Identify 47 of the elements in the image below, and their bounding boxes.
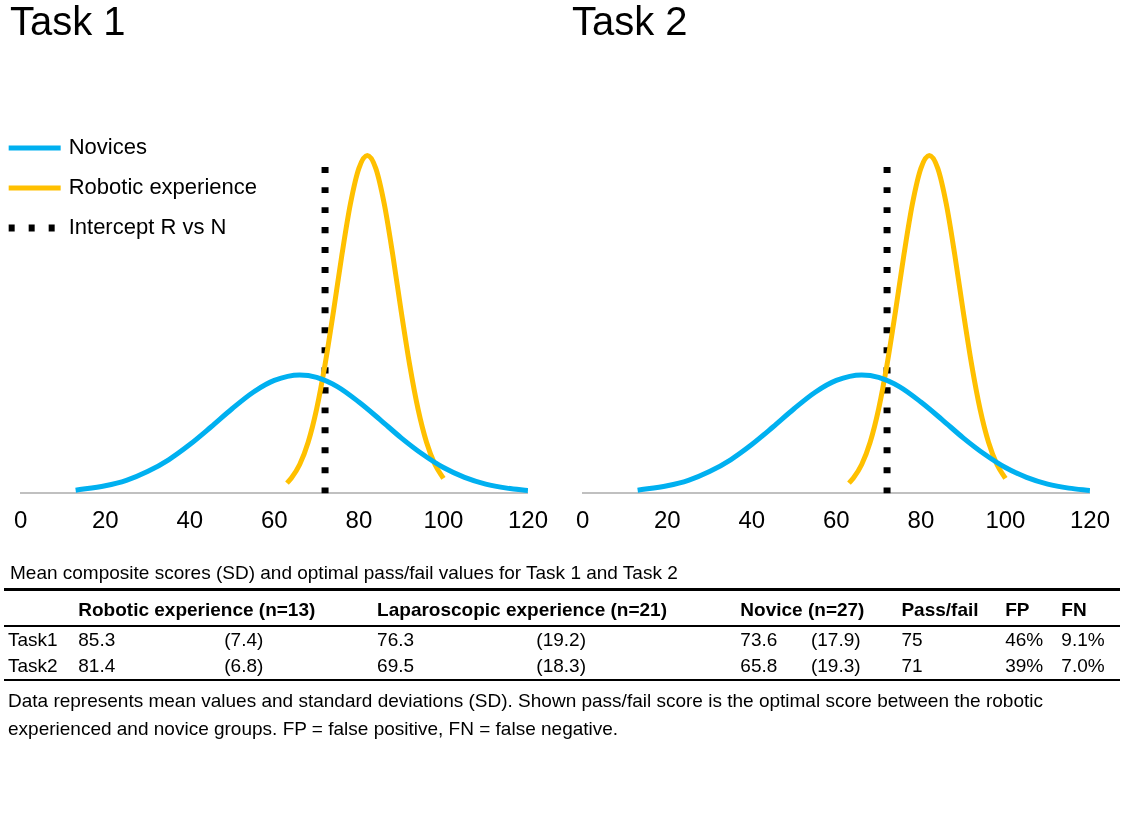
x-tick-label: 80 (907, 506, 935, 534)
text: (7.4) (223, 628, 265, 652)
x-tick-label: 100 (423, 506, 464, 534)
text: Task2 (7, 654, 59, 678)
legend-label: Robotic experience (68, 174, 258, 200)
text: Robotic experience (n=13) (77, 598, 317, 622)
text: (19.2) (535, 628, 587, 652)
x-tick-label: 40 (176, 506, 204, 534)
chart-title: Task 1 (10, 0, 126, 44)
text: Data represents mean values and standard deviations (SD). Shown pass/fail score is the optimal score between the robotic experienced and novice groups. FP = false positive, FN = false negative. (7, 689, 1044, 741)
legend-label: Intercept R vs N (68, 214, 227, 240)
text: Novice (n=27) (739, 598, 866, 622)
text: (17.9) (809, 628, 862, 652)
text: 75 (900, 628, 924, 652)
x-tick-label: 0 (575, 506, 590, 534)
text: 65.8 (739, 654, 779, 678)
x-tick-label: 120 (1069, 506, 1110, 534)
text: Mean composite scores (SD) and optimal pass/fail values for Task 1 and Task 2 (10, 562, 679, 584)
text: 85.3 (77, 628, 117, 652)
text: 73.6 (739, 628, 779, 652)
text: Pass/fail (900, 598, 980, 622)
chart-title: Task 2 (572, 0, 688, 44)
text: 7.0% (1060, 654, 1106, 678)
text: 46% (1004, 628, 1045, 652)
text: Task1 (7, 628, 59, 652)
x-tick-label: 20 (91, 506, 119, 534)
text: Laparoscopic experience (n=21) (376, 598, 668, 622)
legend-label: Novices (68, 134, 147, 160)
x-tick-label: 20 (653, 506, 681, 534)
text: 81.4 (77, 654, 117, 678)
x-tick-label: 60 (260, 506, 288, 534)
text: (18.3) (535, 654, 587, 678)
x-tick-label: 100 (985, 506, 1026, 534)
text: (6.8) (223, 654, 265, 678)
x-tick-label: 80 (345, 506, 373, 534)
x-tick-label: 120 (507, 506, 548, 534)
text: 9.1% (1060, 628, 1106, 652)
text: FP (1004, 598, 1031, 622)
text: (19.3) (809, 654, 862, 678)
x-tick-label: 0 (13, 506, 28, 534)
x-tick-label: 60 (822, 506, 850, 534)
text: 71 (900, 654, 924, 678)
text: FN (1060, 598, 1088, 622)
text: 69.5 (376, 654, 416, 678)
text: 39% (1004, 654, 1045, 678)
x-tick-label: 40 (738, 506, 766, 534)
text: 76.3 (376, 628, 416, 652)
